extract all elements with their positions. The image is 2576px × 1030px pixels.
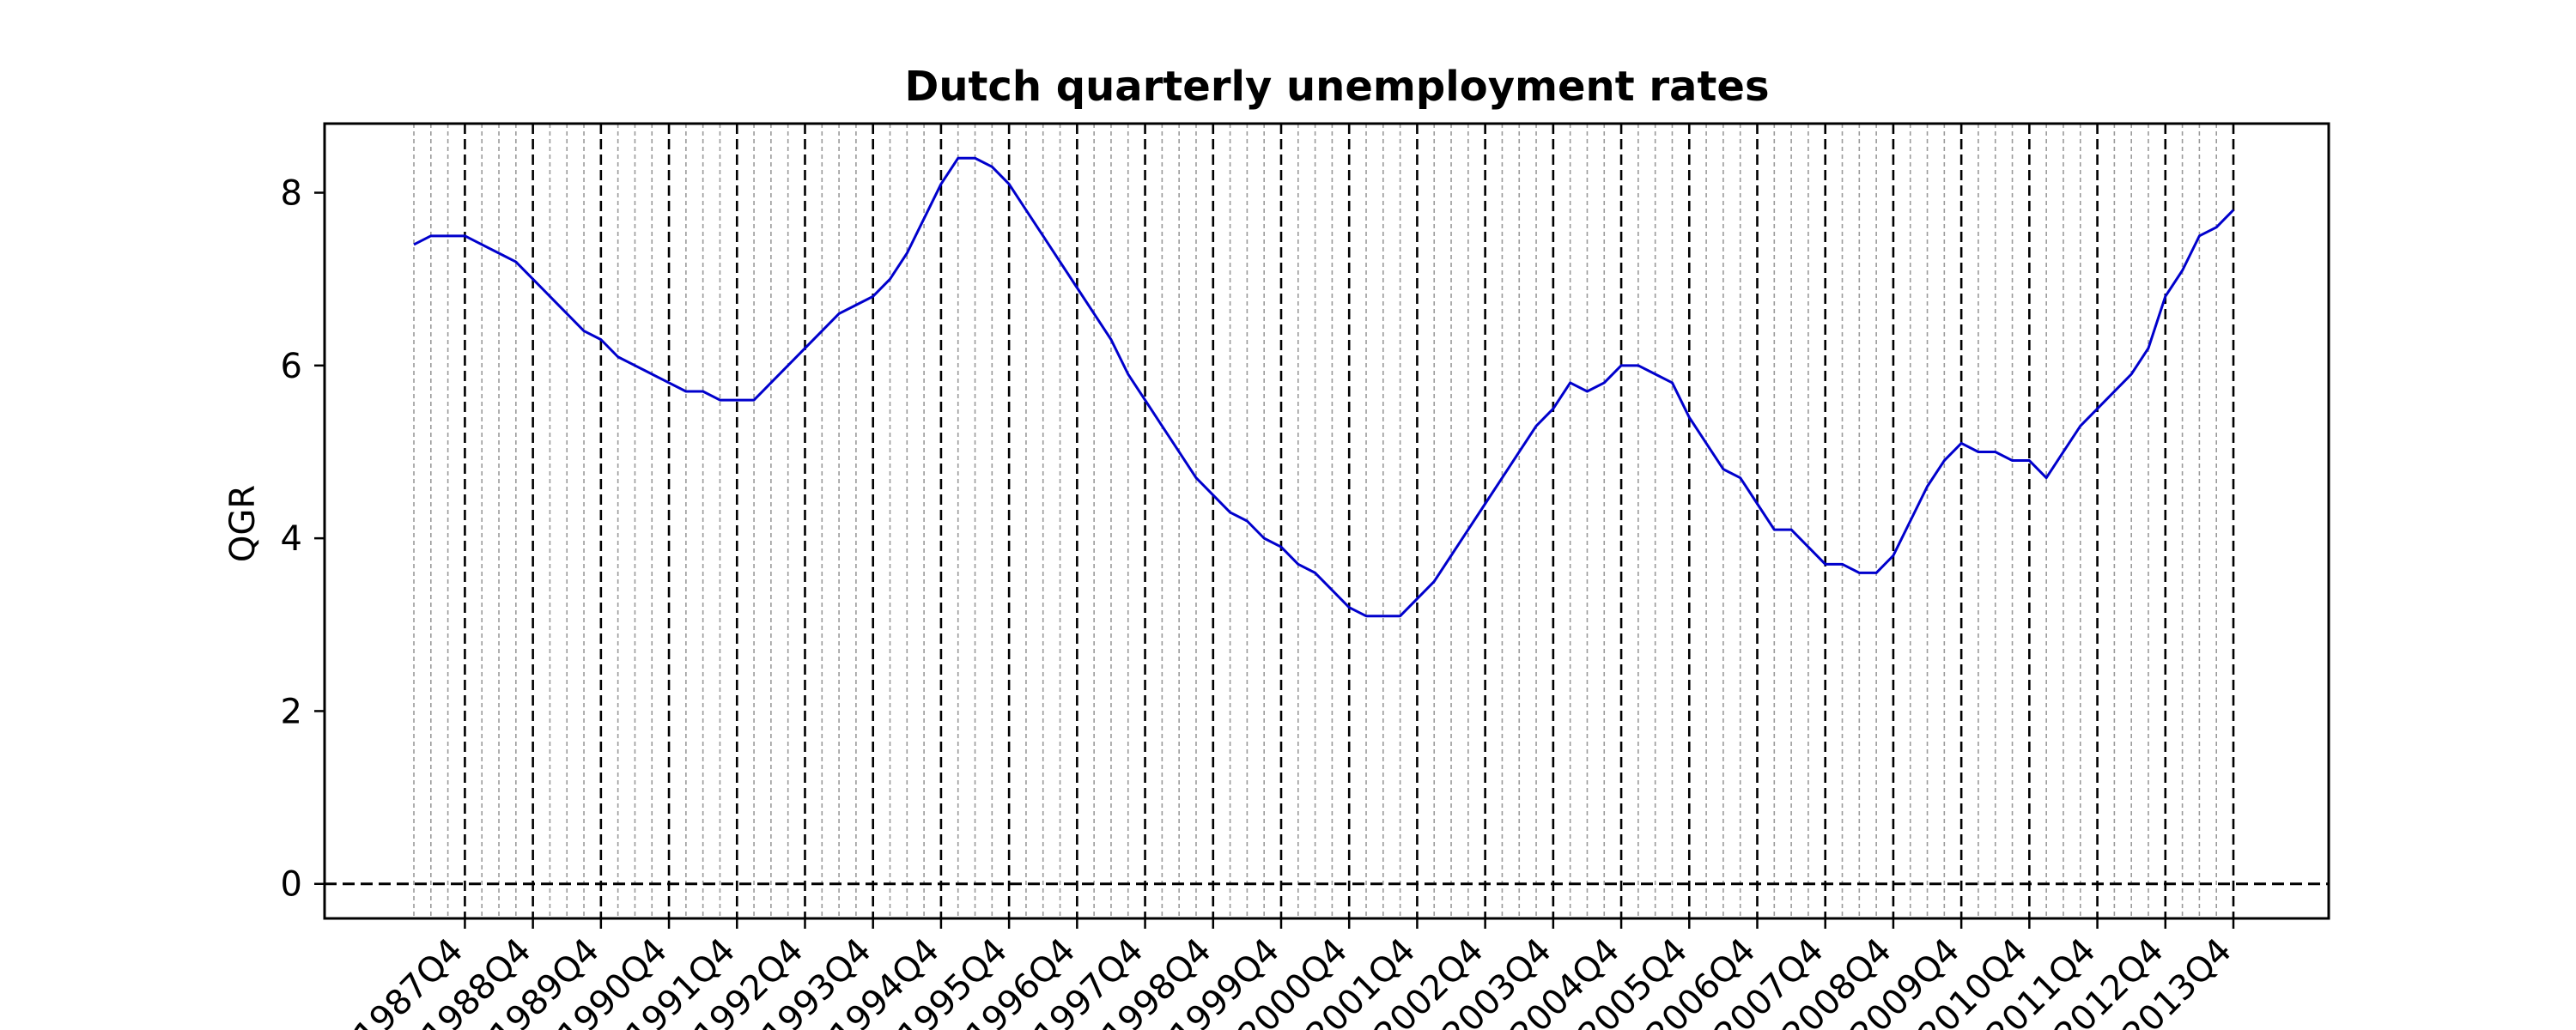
unemployment-line <box>413 156 2235 618</box>
y-axis-label: QGR <box>223 485 263 562</box>
plot-frame <box>323 122 2330 920</box>
quarter-grid <box>413 124 2235 918</box>
series-layer <box>413 156 2235 618</box>
x-axis-ticks: 1987Q41988Q41989Q41990Q41991Q41992Q41993… <box>347 918 2239 1030</box>
y-tick-label: 6 <box>281 347 302 386</box>
y-axis-ticks: 0 2 4 6 8 <box>281 174 325 905</box>
y-tick-label: 8 <box>281 174 302 214</box>
y-tick-label: 0 <box>281 865 302 905</box>
y-tick-label: 2 <box>281 692 302 731</box>
y-tick-label: 4 <box>281 519 302 559</box>
chart-title: Dutch quarterly unemployment rates <box>904 63 1769 111</box>
